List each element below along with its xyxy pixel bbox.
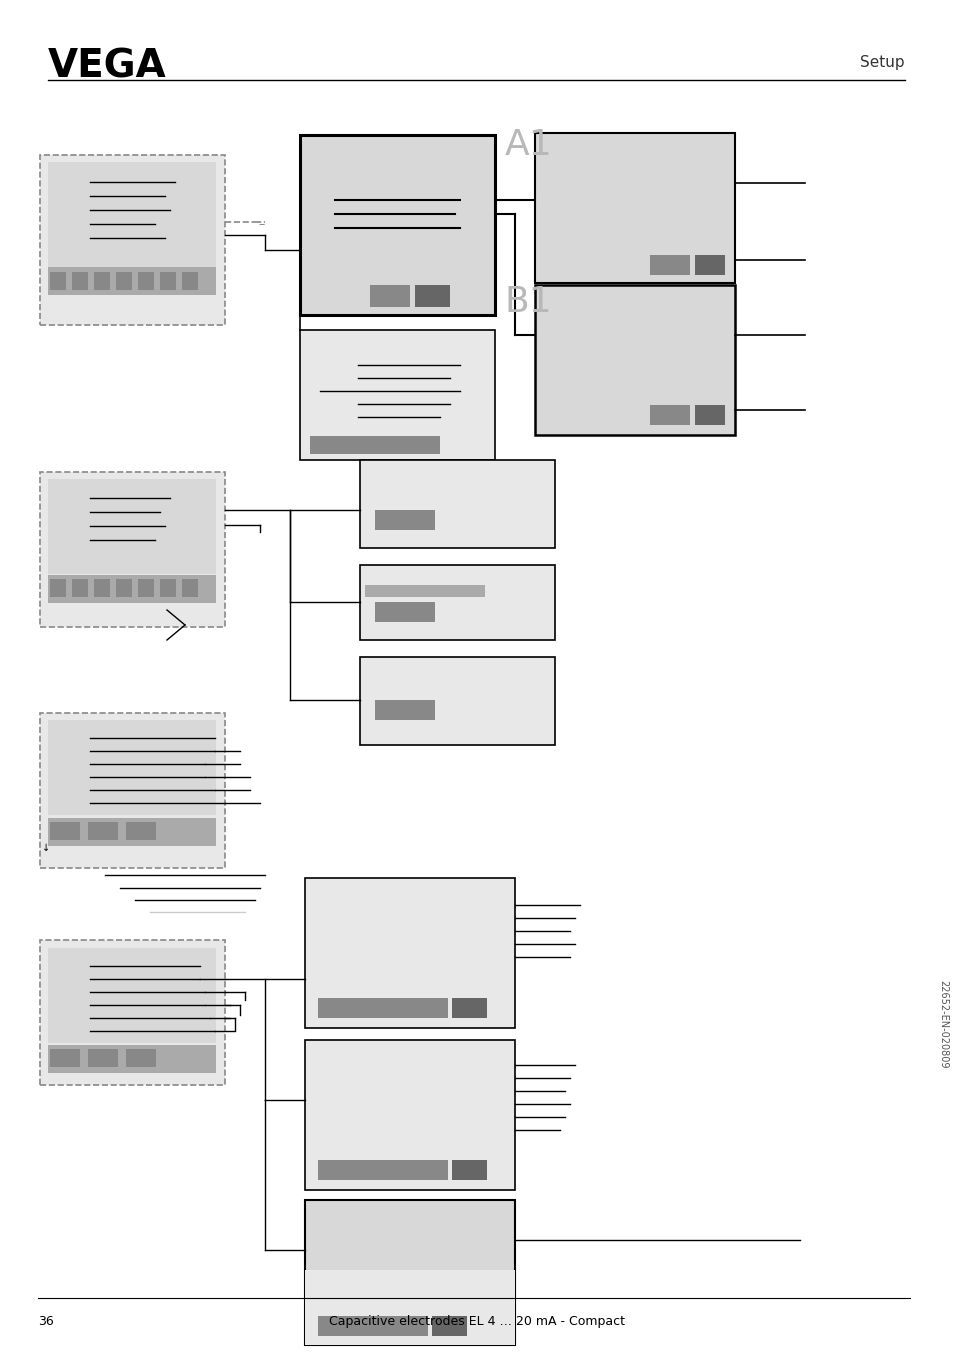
Bar xyxy=(94,272,110,290)
Bar xyxy=(370,284,410,307)
Bar xyxy=(359,460,555,548)
Bar xyxy=(88,1049,118,1067)
Bar xyxy=(649,255,689,275)
Bar xyxy=(375,700,435,720)
Bar xyxy=(182,580,198,597)
Bar xyxy=(160,580,175,597)
Bar xyxy=(359,565,555,640)
Bar xyxy=(299,135,495,315)
Bar xyxy=(138,272,153,290)
Bar xyxy=(126,822,156,839)
Text: ↓: ↓ xyxy=(42,844,51,853)
Bar xyxy=(138,580,153,597)
Text: A1: A1 xyxy=(504,129,552,162)
Bar xyxy=(126,1049,156,1067)
Bar xyxy=(48,720,215,815)
Bar xyxy=(48,267,215,295)
Bar xyxy=(48,479,215,574)
Bar xyxy=(359,657,555,745)
Bar xyxy=(365,585,484,597)
Bar xyxy=(50,1049,80,1067)
Bar xyxy=(305,1200,515,1345)
Bar xyxy=(305,1040,515,1190)
Bar xyxy=(375,603,435,621)
Bar xyxy=(48,1045,215,1072)
Text: Capacitive electrodes EL 4 … 20 mA - Compact: Capacitive electrodes EL 4 … 20 mA - Com… xyxy=(329,1315,624,1328)
Bar xyxy=(94,580,110,597)
Bar xyxy=(317,1160,448,1179)
Bar xyxy=(452,998,486,1018)
Bar xyxy=(695,255,724,275)
Text: VEGA: VEGA xyxy=(48,47,167,87)
Bar xyxy=(71,580,88,597)
Bar xyxy=(48,162,215,267)
Bar xyxy=(299,330,495,460)
Bar xyxy=(48,818,215,846)
Bar xyxy=(116,580,132,597)
Bar xyxy=(50,580,66,597)
Bar xyxy=(40,154,225,325)
Text: –: – xyxy=(257,218,264,232)
Bar xyxy=(432,1316,467,1336)
Bar xyxy=(160,272,175,290)
Text: 22652-EN-020809: 22652-EN-020809 xyxy=(937,980,947,1068)
Bar xyxy=(375,510,435,529)
Bar xyxy=(50,822,80,839)
Bar xyxy=(50,272,66,290)
Bar xyxy=(48,948,215,1043)
Bar xyxy=(88,822,118,839)
Bar xyxy=(695,405,724,425)
Bar xyxy=(305,1270,515,1345)
Text: 36: 36 xyxy=(38,1315,53,1328)
Bar xyxy=(310,436,439,454)
Bar xyxy=(317,1316,428,1336)
Bar xyxy=(535,284,734,435)
Bar xyxy=(40,940,225,1085)
Text: B1: B1 xyxy=(504,284,552,320)
Bar xyxy=(71,272,88,290)
Bar xyxy=(452,1160,486,1179)
Bar xyxy=(535,133,734,283)
Bar xyxy=(40,714,225,868)
Bar xyxy=(415,284,450,307)
Bar xyxy=(116,272,132,290)
Bar xyxy=(40,473,225,627)
Bar xyxy=(649,405,689,425)
Bar xyxy=(48,575,215,603)
Bar xyxy=(182,272,198,290)
Bar xyxy=(305,877,515,1028)
Bar xyxy=(317,998,448,1018)
Text: Setup: Setup xyxy=(860,56,904,70)
